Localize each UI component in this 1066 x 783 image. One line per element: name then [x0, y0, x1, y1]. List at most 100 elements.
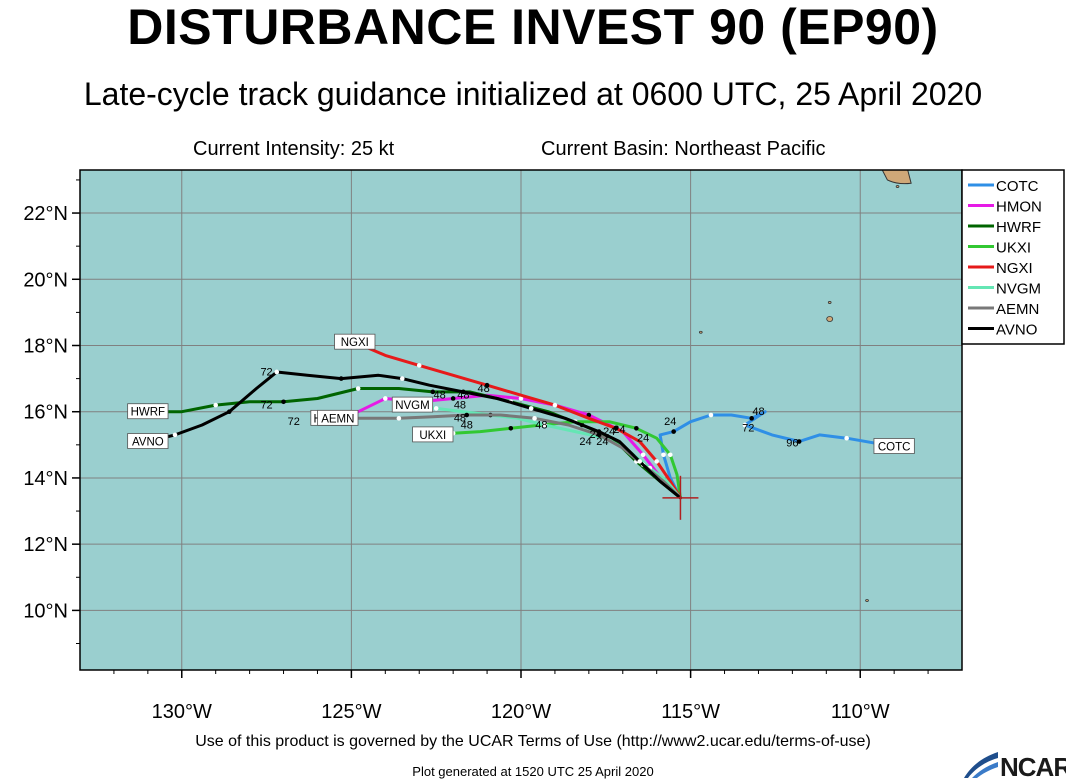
track-marker — [484, 382, 490, 388]
lat-tick-label: 10°N — [23, 600, 68, 622]
forecast-hour-label: 48 — [478, 383, 490, 395]
legend-label: NVGM — [996, 281, 1041, 298]
forecast-hour-label: 48 — [433, 389, 445, 401]
legend-label: HMON — [996, 199, 1042, 216]
track-marker — [749, 416, 754, 421]
track-marker — [532, 416, 537, 421]
ncar-logo — [964, 752, 998, 778]
track-marker — [450, 396, 456, 401]
ncar-logo-swoosh — [964, 752, 998, 778]
track-marker — [416, 363, 422, 368]
track-marker — [518, 396, 524, 401]
lat-tick-label: 16°N — [23, 402, 68, 424]
track-marker — [667, 452, 673, 458]
track-marker — [552, 402, 558, 408]
track-marker — [661, 452, 666, 458]
track-ukxi — [431, 420, 682, 500]
legend-label: HWRF — [996, 219, 1041, 236]
forecast-hour-label: 72 — [260, 399, 272, 411]
track-nvgm — [410, 403, 682, 500]
track-marker — [433, 406, 439, 411]
lon-tick-label: 120°W — [491, 701, 551, 723]
island — [826, 316, 834, 322]
track-end-label: NVGM — [391, 396, 434, 413]
track-marker — [461, 389, 466, 395]
forecast-hour-label: 24 — [664, 416, 676, 428]
forecast-hour-label: 72 — [288, 416, 300, 428]
track-marker — [338, 376, 344, 381]
lon-tick-label: 130°W — [152, 701, 212, 723]
legend-label: UKXI — [996, 240, 1031, 257]
track-marker — [281, 399, 286, 405]
terms-of-use: Use of this product is governed by the U… — [195, 733, 871, 750]
track-end-label-text: AEMN — [321, 413, 354, 425]
lon-tick-label: 115°W — [661, 701, 720, 723]
track-marker — [213, 402, 218, 408]
baja-california-land — [881, 169, 912, 185]
track-marker — [708, 412, 714, 418]
forecast-hour-label: 24 — [613, 424, 625, 436]
track-marker — [355, 386, 361, 391]
track-end-label: NGXI — [334, 333, 376, 350]
legend-box — [961, 169, 1065, 345]
track-marker — [226, 409, 232, 415]
track-marker — [586, 412, 592, 418]
track-end-label-text: COTC — [878, 441, 911, 453]
island — [698, 330, 703, 334]
lat-tick-label: 14°N — [23, 468, 68, 490]
track-marker — [528, 406, 534, 411]
track-marker — [596, 429, 602, 434]
forecast-hour-label: 24 — [637, 433, 649, 445]
forecast-hour-label: 24 — [579, 436, 591, 448]
lat-tick-label: 22°N — [23, 203, 68, 225]
legend-label: NGXI — [996, 260, 1033, 277]
track-end-label-text: NGXI — [341, 337, 369, 349]
forecast-hour-label: 72 — [742, 423, 754, 435]
lon-tick-label: 125°W — [321, 701, 381, 723]
track-end-label-box — [334, 333, 376, 350]
track-marker — [796, 439, 802, 444]
lat-tick-label: 18°N — [23, 335, 68, 357]
track-end-label: COTC — [873, 438, 915, 454]
track-marker — [542, 422, 548, 428]
track-marker — [637, 459, 643, 464]
lon-tick-label: 110°W — [831, 701, 890, 723]
track-marker — [634, 425, 639, 431]
map-frame — [79, 169, 963, 671]
track-marker — [430, 389, 436, 395]
island — [895, 185, 900, 188]
track-avno — [146, 370, 682, 500]
lat-tick-label: 12°N — [23, 534, 68, 556]
track-marker — [671, 429, 676, 434]
forecast-hour-label: 72 — [260, 366, 272, 378]
forecast-hour-label: 48 — [457, 389, 469, 401]
forecast-hour-label: 24 — [596, 436, 608, 448]
plot-generated: Plot generated at 1520 UTC 25 April 2020 — [412, 764, 654, 779]
track-end-label-box — [391, 396, 434, 413]
island — [827, 301, 832, 304]
track-end-label: UKXI — [412, 426, 454, 443]
track-marker — [464, 412, 470, 418]
legend-label: AVNO — [996, 322, 1037, 339]
forecast-hour-label: 48 — [454, 413, 466, 425]
forecast-hour-label: 48 — [535, 419, 547, 431]
current-intensity: Current Intensity: 25 kt — [193, 138, 395, 160]
track-end-label-text: AVNO — [132, 437, 164, 449]
track-marker — [396, 416, 402, 421]
map-title: DISTURBANCE INVEST 90 (EP90) — [127, 0, 939, 55]
ncar-logo-text: NCAR — [1000, 752, 1066, 782]
track-end-label-box — [317, 409, 359, 426]
track-marker — [640, 452, 646, 458]
track-marker — [613, 425, 619, 431]
legend-label: COTC — [996, 178, 1039, 195]
track-end-label-box — [873, 438, 915, 454]
track-end-label-text: HWRF — [131, 407, 166, 419]
track-marker — [844, 435, 849, 441]
track-end-label-box — [127, 403, 169, 420]
track-marker — [742, 422, 748, 428]
track-end-label-box — [127, 433, 169, 449]
track-marker — [172, 432, 178, 438]
legend-label: AEMN — [996, 301, 1039, 318]
track-marker — [274, 369, 280, 375]
